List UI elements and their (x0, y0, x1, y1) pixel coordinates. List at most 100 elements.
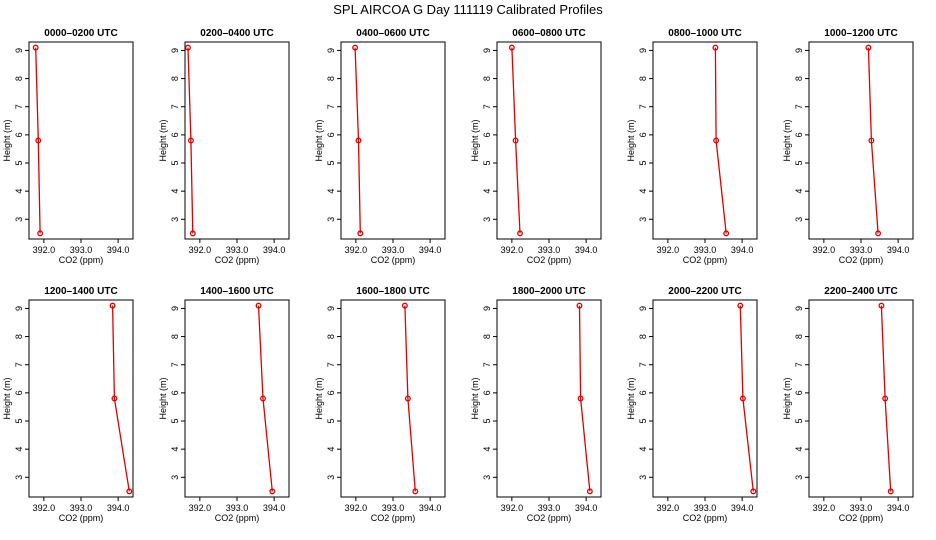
x-tick-label: 392.0 (813, 503, 836, 513)
y-tick-label: 7 (14, 362, 24, 367)
profile-line (257, 305, 273, 492)
y-axis-label: Height (m) (470, 119, 480, 161)
panel-title: 2200–2400 UTC (824, 286, 897, 297)
profile-line (404, 305, 416, 492)
y-tick-label: 7 (170, 362, 180, 367)
y-tick-label: 9 (638, 48, 648, 53)
y-tick-label: 7 (326, 104, 336, 109)
x-tick-label: 394.0 (887, 245, 910, 255)
data-point (111, 395, 118, 402)
y-tick-label: 8 (170, 334, 180, 339)
data-point (512, 137, 519, 144)
data-point (712, 44, 719, 51)
y-tick-label: 3 (14, 475, 24, 480)
data-point (882, 395, 889, 402)
profile-line (511, 47, 521, 234)
x-tick-label: 392.0 (33, 503, 56, 513)
panel-title: 0600–0800 UTC (512, 28, 585, 39)
x-tick-label: 392.0 (345, 503, 368, 513)
x-axis-label: CO2 (ppm) (527, 255, 572, 265)
x-tick-label: 394.0 (575, 245, 598, 255)
data-point (713, 137, 720, 144)
data-point (517, 230, 523, 237)
y-axis-label: Height (m) (2, 119, 12, 161)
y-tick-label: 3 (638, 217, 648, 222)
y-tick-label: 9 (14, 48, 24, 53)
y-tick-label: 4 (326, 447, 336, 452)
data-point (739, 395, 746, 402)
x-tick-label: 392.0 (657, 503, 680, 513)
data-point (32, 44, 39, 51)
data-point (255, 302, 262, 309)
y-axis-label: Height (m) (158, 119, 168, 161)
y-tick-label: 3 (794, 475, 804, 480)
y-tick-label: 4 (326, 189, 336, 194)
y-tick-label: 4 (170, 447, 180, 452)
y-tick-label: 4 (794, 189, 804, 194)
data-point (126, 488, 133, 495)
panel-title: 1400–1600 UTC (200, 286, 273, 297)
x-axis-label: CO2 (ppm) (215, 255, 260, 265)
data-point (109, 302, 116, 309)
x-tick-label: 392.0 (657, 245, 680, 255)
y-tick-label: 9 (794, 48, 804, 53)
x-tick-label: 393.0 (70, 503, 93, 513)
plot-frame (652, 41, 758, 240)
x-tick-label: 392.0 (189, 503, 212, 513)
y-tick-label: 7 (170, 104, 180, 109)
x-tick-label: 393.0 (538, 245, 561, 255)
y-tick-label: 9 (794, 306, 804, 311)
profile-line (880, 305, 892, 492)
data-point (189, 230, 196, 237)
y-tick-label: 6 (482, 390, 492, 395)
data-point (260, 395, 266, 402)
y-tick-label: 9 (326, 306, 336, 311)
plot-frame (184, 299, 290, 498)
data-point (868, 137, 875, 144)
x-tick-label: 392.0 (813, 245, 836, 255)
y-tick-label: 5 (482, 419, 492, 424)
y-tick-label: 6 (794, 132, 804, 137)
y-tick-label: 5 (170, 419, 180, 424)
data-point (875, 230, 882, 237)
y-axis-label: Height (m) (626, 377, 636, 419)
y-tick-label: 6 (794, 390, 804, 395)
x-tick-label: 394.0 (887, 503, 910, 513)
y-tick-label: 8 (14, 76, 24, 81)
y-tick-label: 4 (14, 447, 24, 452)
y-tick-label: 7 (14, 104, 24, 109)
y-tick-label: 6 (638, 132, 648, 137)
y-tick-label: 5 (326, 161, 336, 166)
data-point (750, 488, 757, 495)
x-tick-label: 393.0 (226, 245, 249, 255)
y-tick-label: 3 (482, 217, 492, 222)
data-point (35, 137, 42, 144)
y-tick-label: 7 (638, 362, 648, 367)
data-point (37, 230, 44, 237)
x-tick-label: 394.0 (419, 503, 442, 513)
panel-title: 1200–1400 UTC (44, 286, 117, 297)
x-tick-label: 394.0 (575, 503, 598, 513)
panel-title: 0400–0600 UTC (356, 28, 429, 39)
plot-frame (808, 41, 914, 240)
y-tick-label: 9 (482, 306, 492, 311)
data-point (508, 44, 515, 51)
x-tick-label: 394.0 (107, 503, 130, 513)
data-point (355, 137, 362, 144)
profile-line (714, 47, 727, 234)
x-tick-label: 393.0 (70, 245, 93, 255)
x-tick-label: 394.0 (263, 245, 286, 255)
profile-line (187, 47, 194, 234)
x-axis-label: CO2 (ppm) (371, 513, 416, 523)
x-tick-label: 392.0 (345, 245, 368, 255)
y-axis-label: Height (m) (626, 119, 636, 161)
x-tick-label: 392.0 (33, 245, 56, 255)
y-tick-label: 6 (482, 132, 492, 137)
figure-title: SPL AIRCOA G Day 111119 Calibrated Profi… (333, 2, 603, 17)
y-axis-label: Height (m) (782, 119, 792, 161)
y-axis-label: Height (m) (470, 377, 480, 419)
